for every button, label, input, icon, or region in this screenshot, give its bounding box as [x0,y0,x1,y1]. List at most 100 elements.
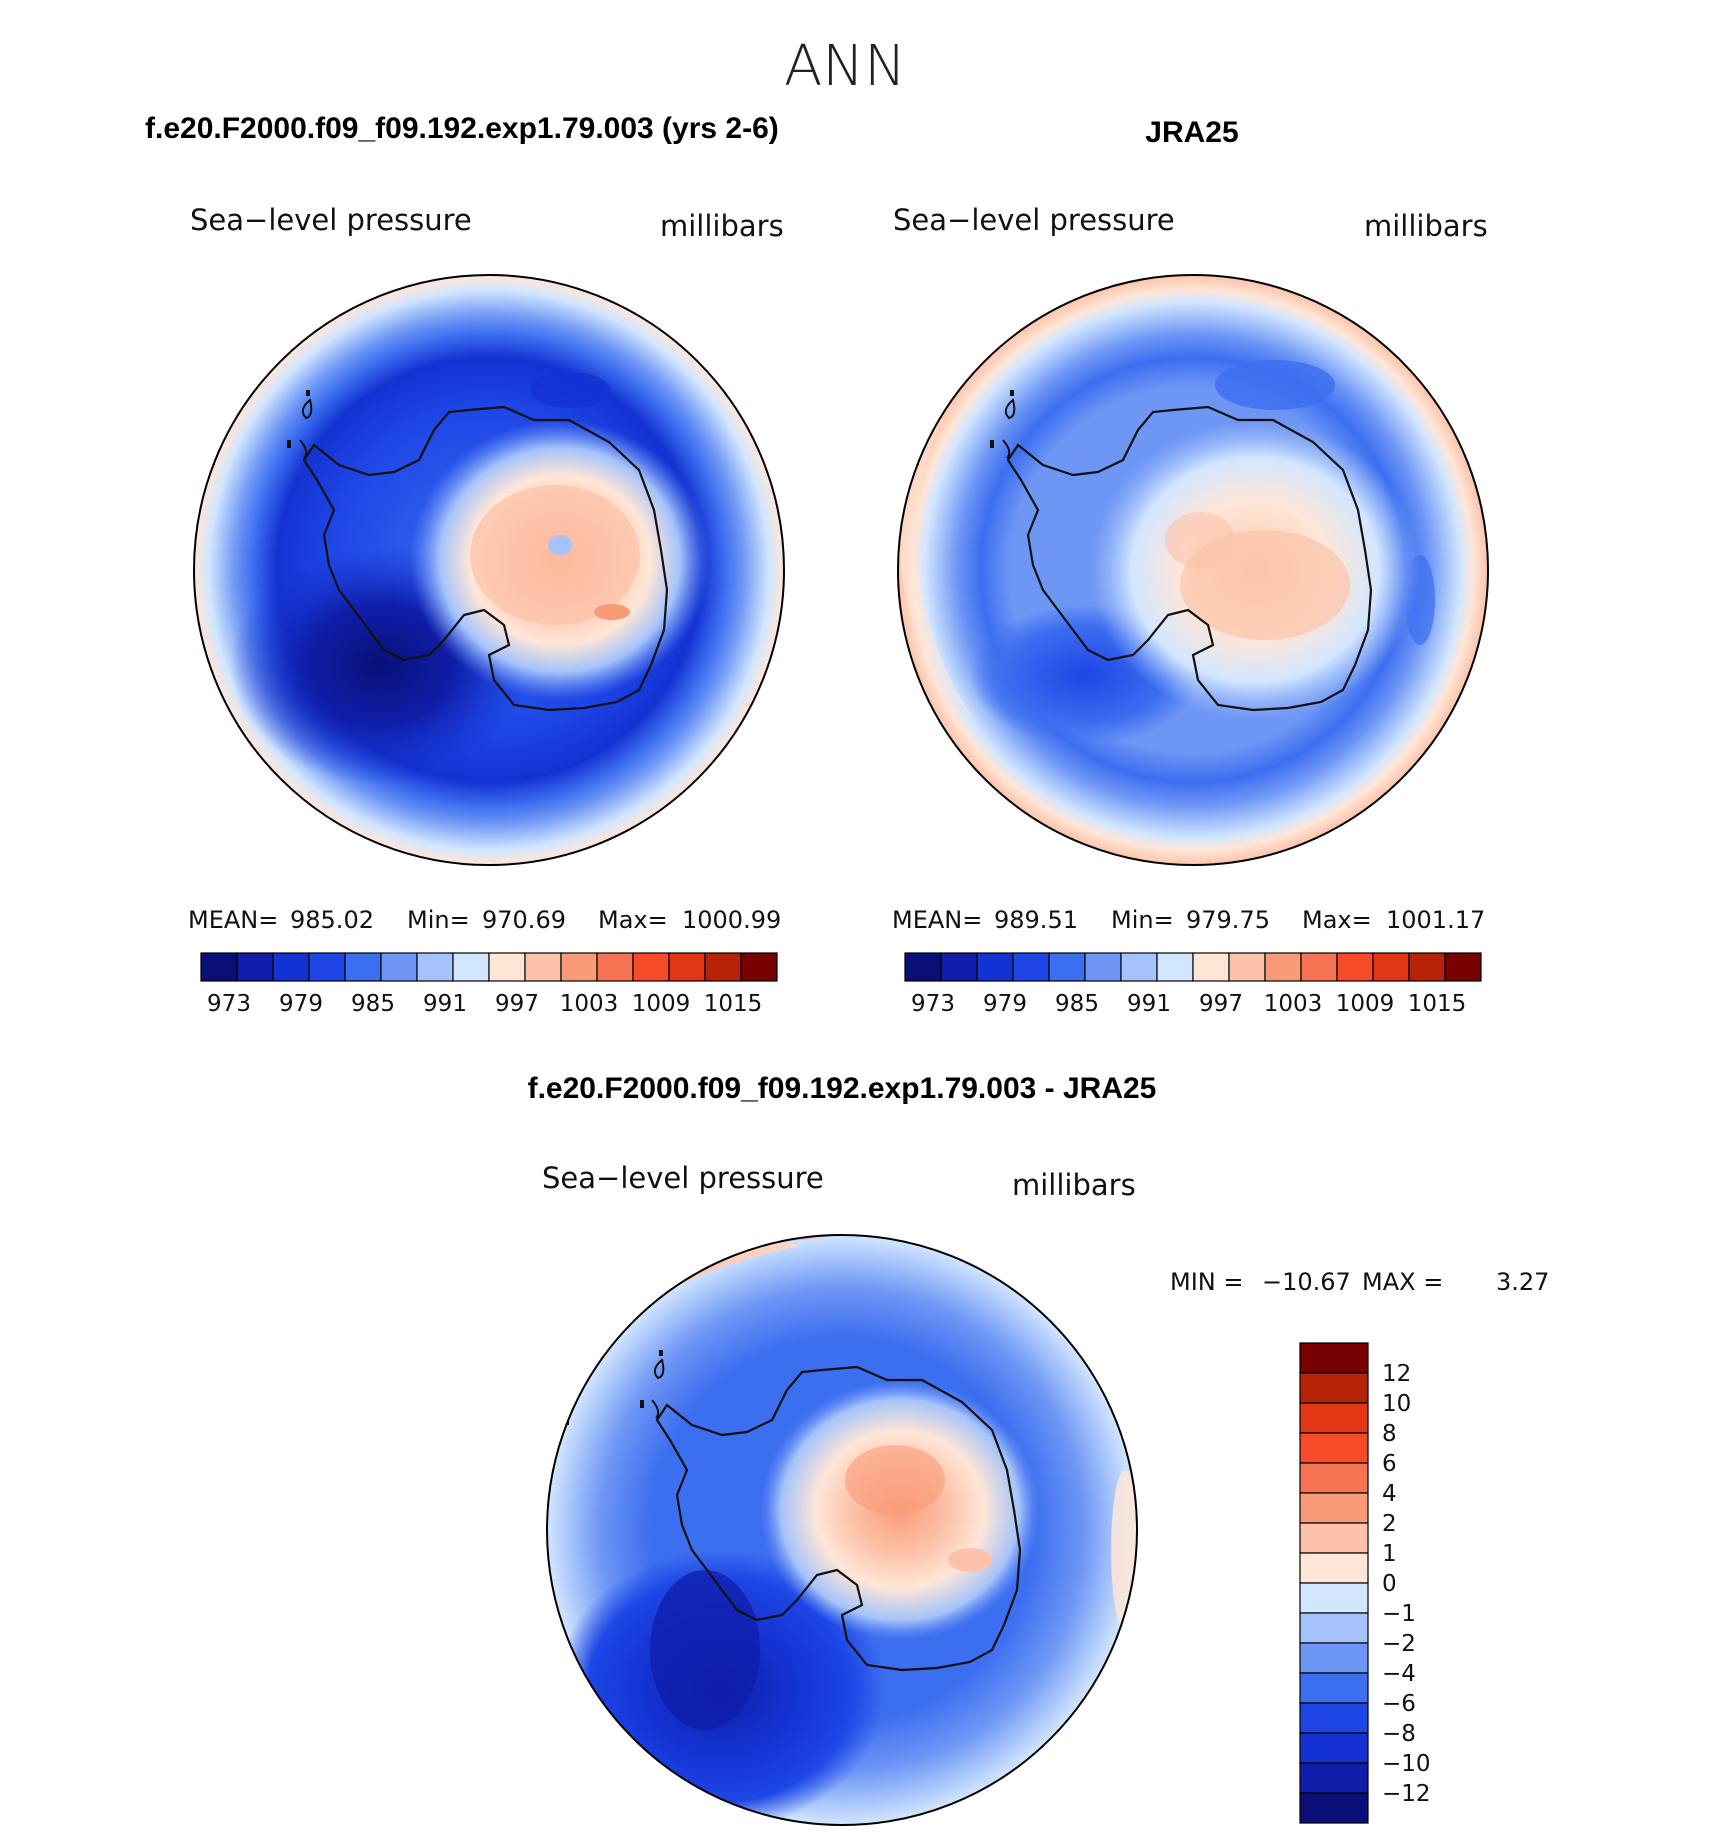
stat-max-value: 1001.17 [1386,906,1485,934]
colorbar-tick-label: −12 [1382,1781,1431,1807]
colorbar-swatch [272,952,310,982]
stat-mean-label: MEAN= [188,906,278,934]
colorbar-swatch [452,952,490,982]
panel-heading-obs: JRA25 [1145,116,1238,149]
colorbar-swatch [1299,1552,1369,1584]
colorbar-swatch [488,952,526,982]
stat-mean-value: 985.02 [290,906,374,934]
colorbar-swatch [1156,952,1194,982]
colorbar-swatch [632,952,670,982]
colorbar-swatch [1299,1642,1369,1674]
units-label-obs: millibars [1364,209,1488,243]
colorbar-swatch [1012,952,1050,982]
colorbar-tick-label: 991 [1127,991,1171,1017]
colorbar-swatch [308,952,346,982]
colorbar-tick-label: 979 [983,991,1027,1017]
colorbar-tick-label: 1009 [632,991,691,1017]
colorbar-swatch [1048,952,1086,982]
colorbar-tick-label: −8 [1382,1721,1416,1747]
colorbar-tick-label: 991 [423,991,467,1017]
colorbar-tick-label: 1 [1382,1541,1397,1567]
variable-label-model: Sea−level pressure [190,203,472,237]
colorbar-swatch [236,952,274,982]
colorbar-swatch [1120,952,1158,982]
stat-min-label: MIN = [1170,1268,1243,1296]
panel-heading-diff: f.e20.F2000.f09_f09.192.exp1.79.003 - JR… [528,1072,1157,1105]
colorbar-tick-label: 4 [1382,1481,1397,1507]
colorbar-swatch [1299,1462,1369,1494]
colorbar-swatch [1264,952,1302,982]
stat-max-value: 3.27 [1496,1268,1549,1296]
colorbar-swatch [1299,1762,1369,1794]
colorbar-tick-label: 10 [1382,1391,1411,1417]
colorbar-tick-label: 1003 [1264,991,1323,1017]
colorbar-swatch [940,952,978,982]
colorbar-swatch [380,952,418,982]
stats-diff: MIN = −10.67 MAX = 3.27 [1170,1268,1549,1296]
panel-model: f.e20.F2000.f09_f09.192.exp1.79.003 (yrs… [145,112,785,1017]
colorbar-swatch [1299,1582,1369,1614]
colorbar-swatch [416,952,454,982]
units-label-model: millibars [660,209,784,243]
map-boundary-diff [546,1234,1138,1826]
page-title: ANN [784,34,906,99]
stat-mean-value: 989.51 [994,906,1078,934]
colorbar-swatch [668,952,706,982]
colorbar-tick-label: 1009 [1336,991,1395,1017]
colorbar-tick-label: 973 [911,991,955,1017]
stat-min-label: Min= [407,906,470,934]
colorbar-swatch [1192,952,1230,982]
colorbar-tick-label: 979 [279,991,323,1017]
colorbar-swatch [344,952,382,982]
colorbar-tick-label: 997 [1199,991,1243,1017]
colorbar-tick-label: 1015 [704,991,763,1017]
colorbar-swatch [904,952,942,982]
colorbar-swatch [524,952,562,982]
colorbar-tick-label: 2 [1382,1511,1397,1537]
colorbar-tick-label: −6 [1382,1691,1416,1717]
stat-min-value: −10.67 [1262,1268,1351,1296]
colorbar-swatch [1299,1732,1369,1764]
polar-map-diff [547,1235,1137,1825]
colorbar-tick-label: 1015 [1408,991,1467,1017]
colorbar-obs: 973 979 985 991 997 1003 1009 1015 [904,952,1482,1017]
stat-max-label: Max= [598,906,668,934]
colorbar-swatch [704,952,742,982]
colorbar-tick-label: 12 [1382,1361,1411,1387]
stat-mean-label: MEAN= [892,906,982,934]
polar-map-model [194,275,784,865]
colorbar-tick-label: −10 [1382,1751,1431,1777]
colorbar-swatch [1084,952,1122,982]
colorbar-tick-label: 0 [1382,1571,1397,1597]
panel-heading-model: f.e20.F2000.f09_f09.192.exp1.79.003 (yrs… [145,112,779,145]
colorbar-swatch [1299,1702,1369,1734]
stat-min-value: 979.75 [1186,906,1270,934]
stats-model: MEAN= 985.02 Min= 970.69 Max= 1000.99 [188,906,781,934]
colorbar-swatch [200,952,238,982]
map-boundary-model [193,274,785,866]
colorbar-tick-label: 8 [1382,1421,1397,1447]
colorbar-swatch [1336,952,1374,982]
stat-max-value: 1000.99 [682,906,781,934]
colorbar-swatch [1408,952,1446,982]
colorbar-tick-label: 997 [495,991,539,1017]
colorbar-swatch [1299,1672,1369,1704]
colorbar-swatch [1299,1792,1369,1824]
colorbar-swatch [1372,952,1410,982]
stat-max-label: Max= [1302,906,1372,934]
stat-min-label: Min= [1111,906,1174,934]
colorbar-tick-label: 6 [1382,1451,1397,1477]
colorbar-swatch [1228,952,1266,982]
map-boundary-obs [897,274,1489,866]
colorbar-swatch [1299,1492,1369,1524]
variable-label-obs: Sea−level pressure [893,203,1175,237]
colorbar-swatch [1299,1372,1369,1404]
colorbar-swatch [1299,1342,1369,1374]
colorbar-swatch [1444,952,1482,982]
colorbar-swatch [740,952,778,982]
panel-diff: f.e20.F2000.f09_f09.192.exp1.79.003 - JR… [528,1072,1549,1826]
colorbar-tick-label: 1003 [560,991,619,1017]
colorbar-swatch [1300,952,1338,982]
